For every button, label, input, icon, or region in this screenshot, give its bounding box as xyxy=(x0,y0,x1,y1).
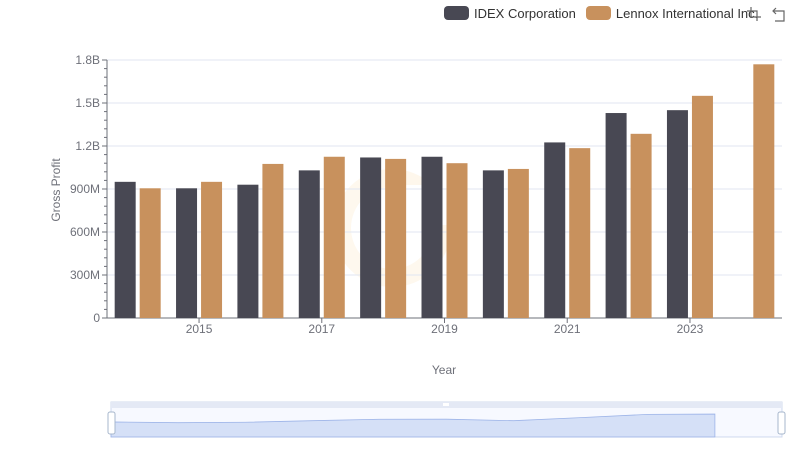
bar-idex[interactable] xyxy=(666,110,688,319)
x-tick-label: 2017 xyxy=(308,322,335,336)
data-zoom-slider[interactable] xyxy=(107,401,786,438)
legend-swatch-lennox xyxy=(585,6,611,20)
zoom-handle-right[interactable] xyxy=(777,411,786,435)
legend-label-idex: IDEX Corporation xyxy=(474,5,576,21)
y-axis-title: Gross Profit xyxy=(49,158,63,222)
legend-swatch-idex xyxy=(444,6,469,20)
bar-lennox[interactable] xyxy=(385,158,407,318)
x-axis-title: Year xyxy=(432,363,456,377)
y-tick-label: 0 xyxy=(93,311,100,325)
bar-idex[interactable] xyxy=(482,170,504,318)
bar-lennox[interactable] xyxy=(630,133,652,318)
y-tick-label: 1.5B xyxy=(75,96,100,110)
bar-lennox[interactable] xyxy=(262,163,284,318)
legend-item-idex[interactable]: IDEX Corporation xyxy=(444,6,576,21)
bar-idex[interactable] xyxy=(176,188,198,318)
legend-item-lennox[interactable]: Lennox International Inc. xyxy=(585,5,759,21)
zoom-grip[interactable] xyxy=(443,403,449,406)
y-tick-label: 1.8B xyxy=(75,53,100,67)
x-tick-label: 2023 xyxy=(677,322,704,336)
bar-lennox[interactable] xyxy=(446,163,468,318)
bar-lennox[interactable] xyxy=(139,188,161,318)
legend: IDEX Corporation Lennox International In… xyxy=(444,3,768,23)
zoom-handle-left[interactable] xyxy=(107,411,116,435)
bar-lennox[interactable] xyxy=(323,156,345,318)
legend-label-lennox: Lennox International Inc. xyxy=(615,5,759,21)
bar-idex[interactable] xyxy=(360,157,382,318)
bar-idex[interactable] xyxy=(298,170,320,318)
bar-lennox[interactable] xyxy=(753,64,775,318)
zoom-icon[interactable] xyxy=(746,6,762,22)
bar-lennox[interactable] xyxy=(691,95,713,318)
x-tick-label: 2021 xyxy=(554,322,581,336)
bar-lennox[interactable] xyxy=(201,181,223,318)
x-tick-label: 2019 xyxy=(431,322,458,336)
bar-idex[interactable] xyxy=(237,184,259,318)
bar-idex[interactable] xyxy=(114,181,136,318)
bar-idex[interactable] xyxy=(544,142,566,318)
x-tick-label: 2015 xyxy=(186,322,213,336)
bars xyxy=(114,64,775,319)
restore-icon[interactable] xyxy=(772,6,788,22)
bar-lennox[interactable] xyxy=(569,148,591,318)
y-tick-label: 1.2B xyxy=(75,139,100,153)
bar-idex[interactable] xyxy=(421,156,443,318)
y-tick-label: 900M xyxy=(70,182,100,196)
x-axis: 2015 2017 2019 2021 2023 xyxy=(186,318,704,336)
y-tick-label: 600M xyxy=(70,225,100,239)
bar-lennox[interactable] xyxy=(507,168,529,318)
y-axis: 0 300M 600M 900M 1.2B 1.5B 1.8B xyxy=(70,53,108,325)
y-tick-label: 300M xyxy=(70,268,100,282)
toolbox xyxy=(746,6,788,22)
bar-idex[interactable] xyxy=(605,113,627,319)
zoom-slider-preview xyxy=(110,413,716,438)
